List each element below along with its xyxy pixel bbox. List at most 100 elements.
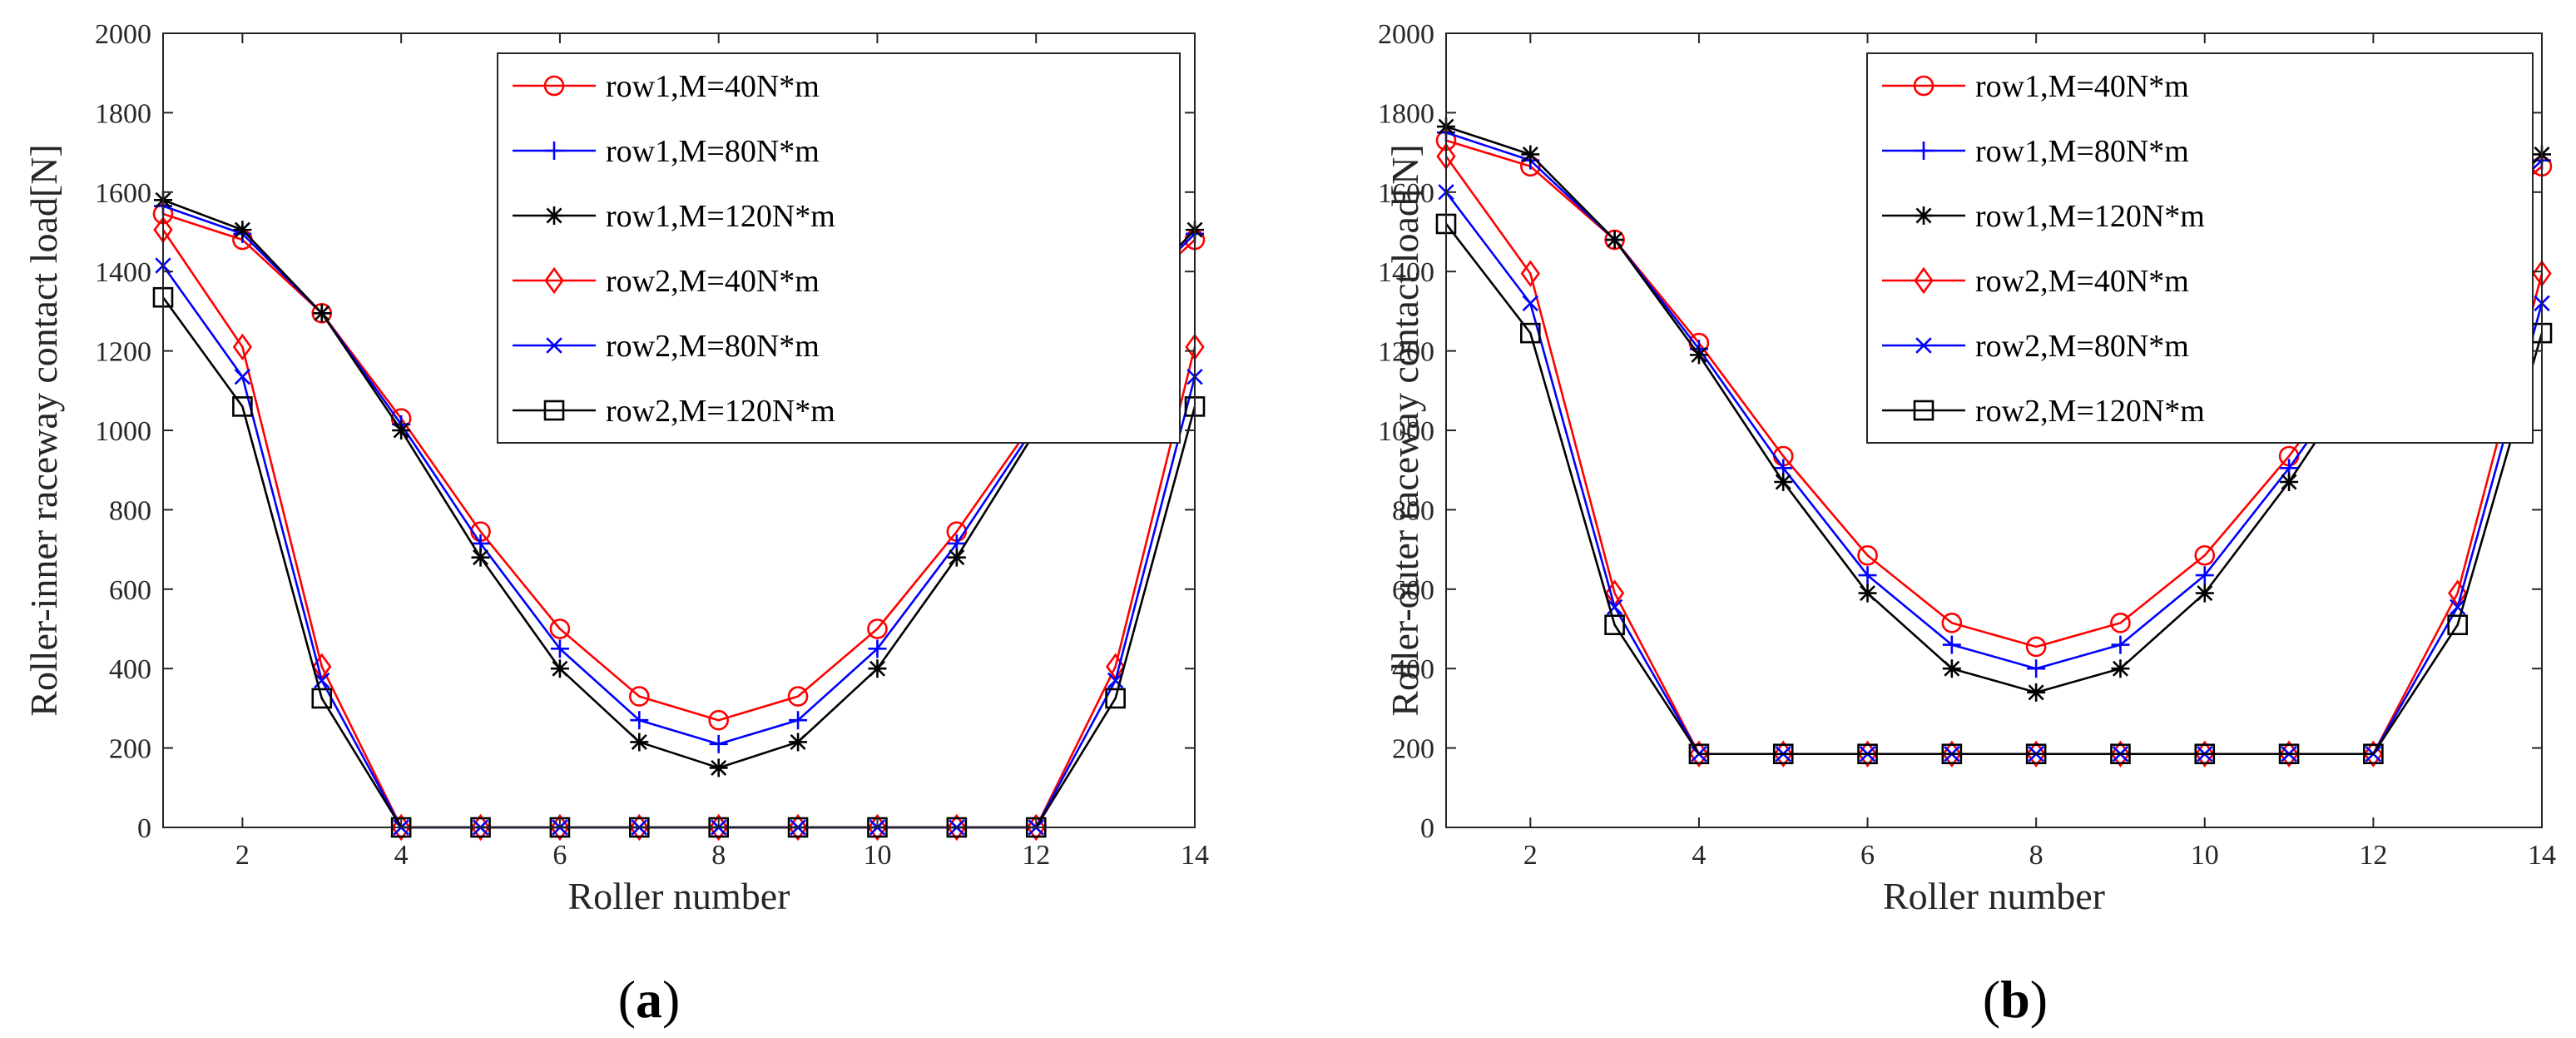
legend-marker — [543, 400, 565, 421]
data-point — [233, 221, 252, 240]
data-point — [947, 548, 966, 567]
legend-label: row2,M=80N*m — [606, 329, 820, 364]
data-point — [2449, 598, 2466, 615]
series-line — [162, 199, 1196, 769]
data-point — [550, 639, 569, 658]
data-point — [2025, 743, 2047, 765]
data-point — [1521, 145, 1540, 164]
data-point — [1942, 659, 1961, 678]
legend-label: row1,M=120N*m — [606, 199, 835, 234]
data-point — [787, 686, 809, 707]
data-point — [2195, 740, 2215, 767]
x-tick-label: 8 — [2029, 840, 2043, 871]
y-tick-label: 1400 — [1378, 257, 1434, 288]
data-point — [2194, 544, 2216, 566]
legend-item: row2,M=40N*m — [513, 264, 820, 299]
data-point — [868, 659, 887, 678]
data-point — [2026, 740, 2046, 767]
y-tick-label: 0 — [1420, 813, 1434, 844]
data-point — [2111, 659, 2130, 678]
x-tick-label: 12 — [1022, 840, 1050, 871]
data-point — [1942, 740, 1962, 767]
panel-b: 2 4 6 8 10 12 14 0 200 400 600 800 1000 1200 1400 1600 1… — [1378, 19, 2556, 1029]
data-point — [1107, 672, 1124, 689]
data-point — [1688, 743, 1710, 765]
legend-label: row2,M=120N*m — [606, 394, 835, 429]
legend-marker — [1913, 75, 1934, 97]
data-point — [312, 304, 331, 323]
x-axis-label: Roller number — [1883, 875, 2105, 917]
data-point — [867, 618, 888, 639]
legend-label: row2,M=80N*m — [1975, 329, 2189, 364]
data-point — [2195, 584, 2214, 603]
panel-caption: (a) — [618, 970, 681, 1029]
data-point — [1774, 473, 1793, 492]
legend-label: row1,M=80N*m — [1975, 134, 2189, 169]
y-tick-label: 1600 — [1378, 178, 1434, 209]
legend-item: row1,M=40N*m — [1882, 69, 2189, 104]
legend-marker — [1914, 266, 1934, 295]
data-point — [2363, 740, 2384, 767]
data-point — [232, 396, 253, 417]
y-tick-label: 600 — [1392, 575, 1434, 606]
data-point — [1689, 740, 1709, 767]
data-point — [1689, 345, 1708, 365]
data-point — [1857, 743, 1878, 765]
series-line — [1444, 223, 2544, 756]
data-point — [2110, 743, 2131, 765]
data-point — [1857, 740, 1878, 767]
data-point — [709, 734, 728, 753]
data-point — [868, 639, 887, 658]
data-point — [1522, 295, 1539, 312]
caption-open: ( — [1983, 970, 2000, 1029]
data-point — [2110, 613, 2131, 633]
data-point — [1606, 598, 1623, 615]
x-tick-label: 10 — [2191, 840, 2219, 871]
data-point — [947, 813, 967, 842]
x-tick-label: 14 — [1181, 840, 1209, 871]
y-tick-label: 1200 — [1378, 337, 1434, 368]
data-point — [392, 421, 411, 440]
legend-item: row2,M=120N*m — [513, 394, 835, 429]
y-tick-label: 1000 — [1378, 416, 1434, 447]
legend-marker — [1915, 142, 1933, 160]
data-point — [1773, 740, 1793, 767]
y-axis-label: Roller-inner raceway contact load[N] — [22, 144, 65, 716]
y-tick-label: 1800 — [95, 98, 151, 129]
data-point — [470, 813, 491, 842]
legend-item: row1,M=120N*m — [513, 199, 835, 234]
legend: row1,M=40N*m row1,M=80N*m row1,M=120N*m row… — [497, 52, 1181, 444]
legend-label: row1,M=80N*m — [606, 134, 820, 169]
legend-label: row2,M=120N*m — [1975, 394, 2205, 429]
data-point — [1941, 743, 1963, 765]
data-point — [391, 813, 411, 842]
y-tick-label: 2000 — [95, 19, 151, 50]
data-point — [709, 758, 728, 777]
legend-box — [1866, 52, 2534, 444]
legend-item: row1,M=80N*m — [1882, 134, 2189, 169]
data-point — [789, 733, 808, 752]
data-point — [1520, 322, 1541, 344]
legend-item: row2,M=80N*m — [1882, 329, 2189, 364]
x-tick-label: 10 — [863, 840, 891, 871]
caption-close: ) — [662, 970, 680, 1029]
y-tick-label: 400 — [1392, 654, 1434, 685]
y-tick-label: 2000 — [1378, 19, 1434, 50]
data-point — [1026, 813, 1046, 842]
legend: row1,M=40N*m row1,M=80N*m row1,M=120N*m row… — [1866, 52, 2534, 444]
x-axis-label: Roller number — [568, 875, 790, 917]
legend-label: row2,M=40N*m — [1975, 264, 2189, 299]
x-tick-label: 2 — [235, 840, 250, 871]
data-point — [789, 711, 808, 730]
data-point — [629, 686, 650, 707]
data-point — [630, 733, 649, 752]
data-point — [2027, 659, 2046, 678]
y-tick-label: 200 — [1392, 734, 1434, 765]
data-point — [471, 548, 490, 567]
x-tick-label: 6 — [1860, 840, 1875, 871]
caption-open: ( — [618, 970, 636, 1029]
y-tick-label: 1200 — [95, 337, 151, 368]
legend-marker — [545, 206, 563, 225]
data-point — [2027, 683, 2046, 702]
